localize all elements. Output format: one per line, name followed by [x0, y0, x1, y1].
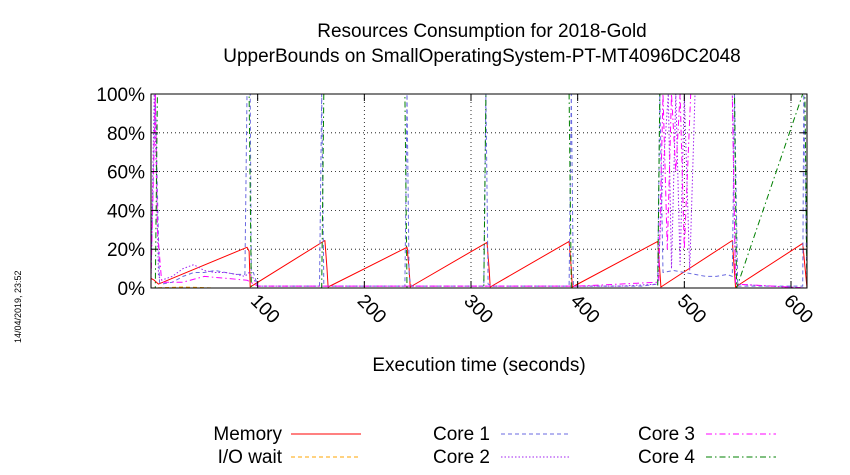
series-core-3-line — [150, 93, 808, 289]
legend-label: Core 3 — [638, 424, 695, 445]
timestamp-stamp: 14/04/2019, 23:52 — [13, 270, 23, 343]
legend-label: Core 2 — [433, 447, 490, 468]
x-tick-label: 400 — [566, 291, 603, 328]
y-tick-label: 80% — [107, 124, 145, 145]
x-tick-label: 600 — [779, 291, 816, 328]
x-tick-label: 100 — [246, 291, 283, 328]
chart-title-line-2: UpperBounds on SmallOperatingSystem-PT-M… — [223, 46, 740, 67]
x-tick-labels: 100 200 300 400 500 600 — [246, 291, 817, 328]
x-tick-label: 500 — [673, 291, 710, 328]
chart-title-line-1: Resources Consumption for 2018-Gold — [317, 21, 647, 42]
y-tick-label: 20% — [107, 240, 145, 261]
x-tick-label: 200 — [353, 291, 390, 328]
y-tick-label: 0% — [118, 279, 146, 300]
grid — [151, 94, 807, 288]
y-tick-label: 40% — [107, 201, 145, 222]
y-tick-label: 100% — [96, 85, 145, 106]
plot-frame — [150, 93, 808, 289]
legend-label: Core 1 — [433, 424, 490, 445]
legend-label: Core 4 — [638, 447, 695, 468]
axis-ticks — [151, 93, 807, 289]
legend-label: Memory — [213, 424, 282, 445]
y-tick-labels: 0% 20% 40% 60% 80% 100% — [96, 85, 145, 300]
series-core-4-line — [151, 93, 808, 289]
x-axis-label: Execution time (seconds) — [372, 355, 585, 376]
y-tick-label: 60% — [107, 163, 145, 184]
x-tick-label: 300 — [459, 291, 496, 328]
series-layer — [150, 93, 808, 289]
series-memory-line — [150, 240, 808, 289]
legend-label: I/O wait — [218, 447, 283, 468]
